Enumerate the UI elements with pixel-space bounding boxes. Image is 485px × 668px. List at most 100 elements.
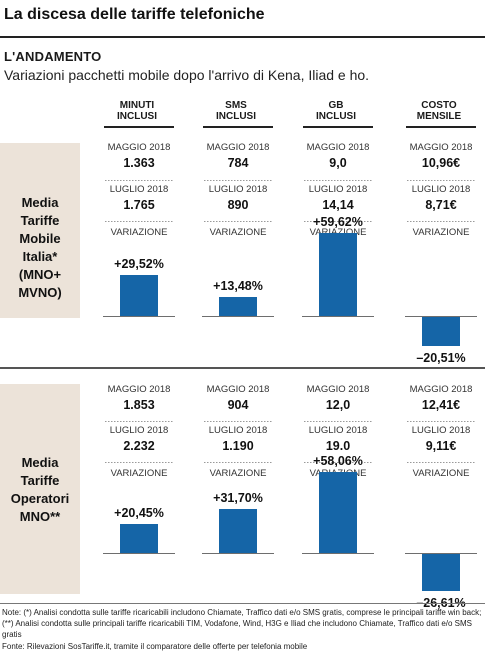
row-separator <box>204 421 272 422</box>
value-may-gb: 9,0 <box>329 156 347 170</box>
section-label-line: Operatori <box>10 491 70 506</box>
footer-divider <box>0 603 485 604</box>
row-separator <box>204 221 272 222</box>
section-label-line: Media <box>21 195 59 210</box>
change-label: VARIAZIONE <box>209 468 267 479</box>
section-label-line: Italia* <box>22 249 58 264</box>
bar-baseline <box>202 553 274 554</box>
column-header-rule <box>203 126 273 128</box>
bar-value-label-sms: +13,48% <box>213 279 263 294</box>
month-label-july: LUGLIO 2018 <box>411 184 471 195</box>
bar-minutes <box>120 524 158 553</box>
bar-sms <box>219 297 257 316</box>
column-header-rule <box>104 126 174 128</box>
column-header-rule <box>303 126 373 128</box>
value-july-gb: 19.0 <box>325 439 351 453</box>
row-separator <box>105 180 173 181</box>
bar-baseline <box>302 553 374 554</box>
row-separator <box>407 180 475 181</box>
bar-baseline <box>405 316 477 317</box>
month-label-july: LUGLIO 2018 <box>109 184 169 195</box>
bar-baseline <box>202 316 274 317</box>
section-label-panel <box>0 143 80 318</box>
month-label-july: LUGLIO 2018 <box>109 425 169 436</box>
month-label-may: MAGGIO 2018 <box>107 384 171 395</box>
section-label-line: (MNO+ <box>18 267 62 282</box>
column-header-sms: SMS INCLUSI <box>196 100 276 122</box>
month-label-july: LUGLIO 2018 <box>308 184 368 195</box>
bar-minutes <box>120 274 158 316</box>
page-subtitle: Variazioni pacchetti mobile dopo l'arriv… <box>4 67 370 83</box>
section-divider <box>0 367 485 369</box>
section-kicker: L'ANDAMENTO <box>4 49 102 64</box>
title-divider <box>0 36 485 38</box>
value-may-gb: 12,0 <box>325 398 351 412</box>
month-label-may: MAGGIO 2018 <box>409 142 473 153</box>
section-label-line: Tariffe <box>20 213 60 228</box>
section-label-line: Mobile <box>19 231 61 246</box>
column-header-rule <box>406 126 476 128</box>
month-label-july: LUGLIO 2018 <box>208 425 268 436</box>
column-header-line: INCLUSI <box>117 111 157 122</box>
month-label-july: LUGLIO 2018 <box>411 425 471 436</box>
row-separator <box>204 462 272 463</box>
page-title: La discesa delle tariffe telefoniche <box>4 6 265 23</box>
row-separator <box>105 462 173 463</box>
month-label-may: MAGGIO 2018 <box>306 142 370 153</box>
row-separator <box>105 221 173 222</box>
change-label: VARIAZIONE <box>110 468 168 479</box>
column-header-line: MINUTI <box>119 100 155 111</box>
row-separator <box>204 180 272 181</box>
column-header-gb: GB INCLUSI <box>296 100 376 122</box>
bar-value-label-cost: –20,51% <box>416 350 466 365</box>
bar-value-label-minutes: +20,45% <box>114 506 164 521</box>
bar-value-label-minutes: +29,52% <box>114 256 164 271</box>
bar-baseline <box>302 316 374 317</box>
value-july-minutes: 2.232 <box>123 439 155 453</box>
value-july-gb: 14,14 <box>322 198 354 212</box>
month-label-may: MAGGIO 2018 <box>306 384 370 395</box>
footer-source: Fonte: Rilevazioni SosTariffe.it, tramit… <box>2 642 308 651</box>
value-july-sms: 890 <box>227 198 249 212</box>
value-july-cost: 8,71€ <box>425 198 457 212</box>
change-label: VARIAZIONE <box>412 468 470 479</box>
column-header-line: INCLUSI <box>316 111 356 122</box>
change-label: VARIAZIONE <box>412 227 470 238</box>
bar-value-label-gb: +59,62% <box>313 214 363 229</box>
month-label-may: MAGGIO 2018 <box>206 384 270 395</box>
change-label: VARIAZIONE <box>110 227 168 238</box>
bar-gb <box>319 232 357 316</box>
month-label-may: MAGGIO 2018 <box>409 384 473 395</box>
section-label-panel <box>0 384 80 594</box>
section-label-line: Media <box>21 455 59 470</box>
bar-cost <box>422 317 460 346</box>
bar-value-label-sms: +31,70% <box>213 490 263 505</box>
column-header-cost: COSTO MENSILE <box>399 100 479 122</box>
footer-note: Note: (*) Analisi condotta sulle tariffe… <box>2 608 482 639</box>
value-july-minutes: 1.765 <box>123 198 155 212</box>
row-separator <box>407 221 475 222</box>
value-may-sms: 784 <box>227 156 249 170</box>
section-label-line: MVNO) <box>18 285 62 300</box>
bar-gb <box>319 471 357 553</box>
value-july-cost: 9,11€ <box>425 439 457 453</box>
section-label-line: MNO** <box>19 509 61 524</box>
bar-baseline <box>103 316 175 317</box>
section-label-mobile-italia: Media Tariffe Mobile Italia* (MNO+ MVNO) <box>0 194 80 302</box>
bar-sms <box>219 508 257 553</box>
month-label-may: MAGGIO 2018 <box>206 142 270 153</box>
row-separator <box>407 462 475 463</box>
bar-cost <box>422 554 460 592</box>
month-label-july: LUGLIO 2018 <box>208 184 268 195</box>
value-may-cost: 10,96€ <box>421 156 461 170</box>
column-header-line: MENSILE <box>416 111 462 122</box>
row-separator <box>105 421 173 422</box>
value-may-minutes: 1.363 <box>123 156 155 170</box>
section-label-operatori-mno: Media Tariffe Operatori MNO** <box>0 454 80 526</box>
value-may-sms: 904 <box>227 398 249 412</box>
month-label-may: MAGGIO 2018 <box>107 142 171 153</box>
row-separator <box>304 421 372 422</box>
bar-baseline <box>103 553 175 554</box>
column-header-line: GB <box>328 100 344 111</box>
bar-value-label-gb: +58,06% <box>313 453 363 468</box>
